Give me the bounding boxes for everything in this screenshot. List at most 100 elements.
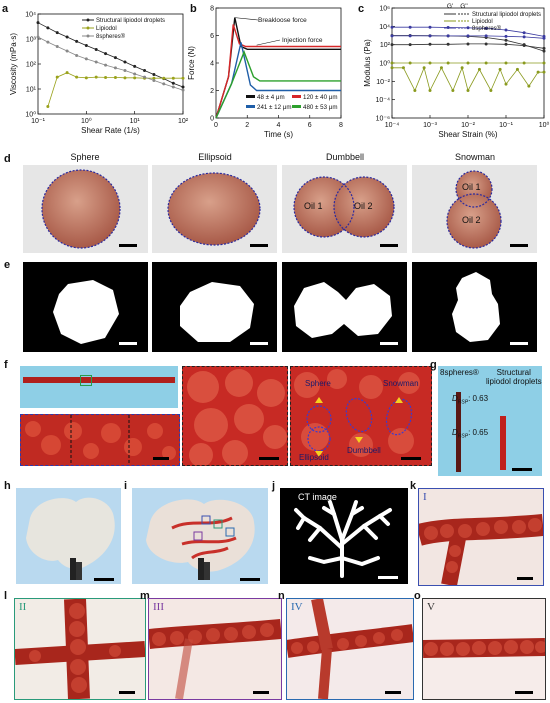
- panel-letter-f: f: [4, 359, 8, 371]
- g-left-tube: [456, 392, 461, 472]
- data-point: [171, 76, 175, 80]
- data-point: [542, 49, 546, 53]
- legend-label: 8spheres®: [96, 33, 126, 40]
- data-point: [542, 36, 546, 40]
- data-point: [542, 46, 546, 50]
- data-point: [504, 82, 508, 86]
- x-tick-label: 10⁰: [81, 117, 92, 125]
- legend-marker: [86, 34, 90, 38]
- data-point: [162, 82, 166, 86]
- scale-bar: [240, 578, 260, 581]
- label-oil2-dumbbell: Oil 2: [354, 201, 373, 211]
- data-point: [451, 89, 455, 92]
- data-point: [75, 53, 79, 57]
- y-tick-label: 10⁴: [25, 12, 36, 19]
- data-point: [422, 66, 426, 70]
- data-point: [477, 67, 481, 71]
- image-o-micro: V: [422, 598, 546, 700]
- chart-b-force: 0 2 4 6 8 0 2 4 6 8 Time (s) Force (N) Breakloose fo…: [188, 6, 343, 140]
- data-point: [143, 68, 147, 72]
- series-line: [37, 36, 184, 91]
- scale-bar: [380, 342, 398, 345]
- data-point: [181, 88, 185, 92]
- data-point: [460, 66, 464, 70]
- data-point: [428, 34, 432, 38]
- y-tick-label: 4: [210, 61, 214, 68]
- image-f-zoom-strip: [20, 414, 180, 466]
- data-point: [466, 42, 470, 46]
- data-point: [504, 28, 508, 32]
- data-point: [466, 34, 470, 38]
- data-point: [133, 72, 137, 76]
- data-point: [123, 76, 127, 80]
- data-point: [104, 75, 108, 79]
- g-right-label: Structural lipiodol droplets: [486, 368, 542, 386]
- data-point: [113, 66, 117, 70]
- data-point: [113, 75, 117, 79]
- legend-label: Lipiodol: [472, 19, 493, 25]
- scale-bar: [94, 578, 114, 581]
- data-point: [446, 34, 450, 38]
- data-point: [466, 61, 470, 65]
- data-point: [446, 42, 450, 46]
- x-tick-label: 10⁻¹: [31, 118, 45, 125]
- legend-marker: [86, 18, 90, 22]
- x-axis-label: Shear Rate (1/s): [81, 126, 140, 135]
- data-point: [390, 61, 394, 65]
- label-dumbbell-f: Dumbbell: [347, 446, 381, 455]
- g-left-label: 8spheres®: [440, 368, 479, 377]
- x-tick-label: 0: [214, 122, 218, 129]
- x-tick-label: 10²: [178, 118, 189, 125]
- data-point: [94, 60, 98, 64]
- y-tick-label: 10⁻²: [376, 79, 390, 86]
- panel-letter-b: b: [190, 3, 197, 15]
- scale-bar: [378, 576, 398, 579]
- mask-sphere: [23, 262, 148, 352]
- x-tick-label: 10⁻²: [461, 122, 475, 129]
- panel-letter-k: k: [410, 480, 417, 492]
- data-point: [390, 66, 394, 70]
- scale-bar: [510, 244, 528, 247]
- data-point: [504, 34, 508, 38]
- data-point: [413, 89, 417, 92]
- roman-V: V: [427, 601, 435, 613]
- legend-swatch: [292, 105, 301, 108]
- image-l-micro: II: [14, 598, 146, 700]
- scale-bar: [510, 342, 528, 345]
- data-point: [36, 35, 40, 39]
- data-point: [152, 73, 156, 77]
- data-point: [65, 71, 69, 75]
- x-tick-label: 10⁰: [539, 121, 550, 129]
- legend-label: 120 ± 40 μm: [303, 94, 337, 101]
- x-axis-label: Shear Strain (%): [438, 130, 497, 139]
- roman-III: III: [153, 601, 164, 613]
- data-point: [504, 61, 508, 65]
- x-tick-label: 6: [308, 122, 312, 129]
- panel-letter-i: i: [124, 480, 128, 492]
- image-g: 8spheres® Structural lipiodol droplets D…: [438, 366, 542, 476]
- panel-letter-c: c: [358, 3, 365, 15]
- label-oil2-snowman: Oil 2: [462, 215, 481, 225]
- data-point: [181, 85, 185, 89]
- annotation-arrow: [234, 17, 259, 21]
- data-point: [123, 60, 127, 64]
- y-tick-label: 10⁻⁶: [376, 116, 390, 123]
- series-line: [392, 66, 544, 92]
- data-point: [84, 43, 88, 47]
- data-point: [504, 42, 508, 46]
- y-tick-label: 6: [210, 33, 214, 40]
- scale-bar: [512, 468, 532, 471]
- x-tick-label: 10⁻⁴: [385, 122, 400, 129]
- x-axis-label: Time (s): [264, 130, 293, 139]
- data-point: [133, 76, 137, 80]
- panel-letter-l: l: [4, 590, 8, 602]
- image-sphere: [23, 165, 148, 253]
- title-snowman: Snowman: [454, 152, 496, 162]
- panel-letter-j: j: [272, 480, 276, 492]
- data-point: [428, 89, 432, 92]
- data-point: [143, 75, 147, 79]
- data-point: [65, 35, 69, 39]
- y-tick-label: 0: [210, 116, 214, 123]
- scale-bar: [119, 244, 137, 247]
